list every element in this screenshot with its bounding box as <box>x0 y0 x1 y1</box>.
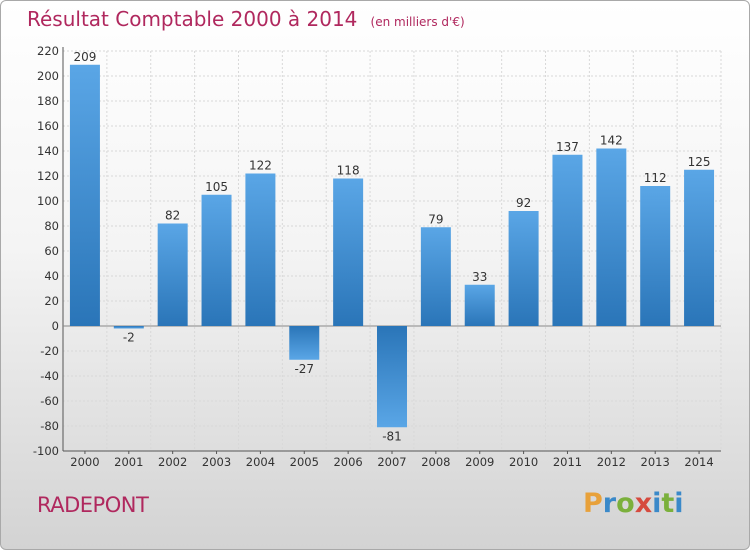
value-label: -81 <box>382 429 402 443</box>
bar <box>69 64 100 326</box>
x-tick-label: 2006 <box>333 455 362 469</box>
x-tick-label: 2013 <box>641 455 670 469</box>
y-tick-label: 60 <box>44 244 59 258</box>
y-tick-label: -20 <box>40 344 59 358</box>
x-tick-label: 2007 <box>377 455 406 469</box>
logo-letter: i <box>674 488 684 519</box>
y-tick-label: 0 <box>52 319 59 333</box>
value-label: 118 <box>337 164 360 178</box>
value-label: 33 <box>472 270 487 284</box>
x-tick-label: 2010 <box>509 455 538 469</box>
commune-name: RADEPONT <box>37 493 149 517</box>
value-label: 125 <box>688 155 711 169</box>
bar <box>377 326 407 428</box>
x-tick-label: 2004 <box>246 455 275 469</box>
axis-layer: -100 -80 -60 -40 -20 0 20 40 60 80 100 120 140 160 180… <box>33 44 721 469</box>
bar <box>684 169 715 326</box>
x-tick-label: 2009 <box>465 455 494 469</box>
value-label: 79 <box>428 212 443 226</box>
value-label: 137 <box>556 140 579 154</box>
x-tick-label: 2011 <box>553 455 582 469</box>
y-tick-label: 80 <box>44 219 59 233</box>
value-label: 105 <box>205 180 228 194</box>
bar <box>508 211 539 326</box>
y-tick-label: 200 <box>37 69 59 83</box>
proxiti-logo: Proxiti <box>583 488 684 519</box>
logo-letter: x <box>634 488 653 519</box>
chart-title: Résultat Comptable 2000 à 2014 <box>27 7 358 31</box>
y-tick-label: 220 <box>37 44 59 58</box>
x-tick-label: 2008 <box>421 455 450 469</box>
value-label: 209 <box>73 50 96 64</box>
value-label: 92 <box>516 196 531 210</box>
value-label: 82 <box>165 209 180 223</box>
bar <box>420 227 451 326</box>
y-tick-label: 40 <box>44 269 59 283</box>
x-tick-label: 2000 <box>70 455 99 469</box>
y-tick-label: 120 <box>37 169 59 183</box>
x-tick-label: 2003 <box>202 455 231 469</box>
bar <box>113 326 144 329</box>
bar <box>596 148 627 326</box>
logo-letter: o <box>616 488 635 519</box>
unit-note: (en milliers d'€) <box>370 15 465 29</box>
x-tick-label: 2002 <box>158 455 187 469</box>
y-tick-label: 140 <box>37 144 59 158</box>
value-label: 122 <box>249 159 272 173</box>
bar <box>157 223 188 326</box>
y-tick-label: 180 <box>37 94 59 108</box>
bar <box>201 194 232 326</box>
y-tick-label: -60 <box>40 394 59 408</box>
value-label: -27 <box>294 362 314 376</box>
title-row: Résultat Comptable 2000 à 2014 (en milli… <box>27 7 465 31</box>
logo-letter: P <box>583 488 603 519</box>
y-tick-label: 20 <box>44 294 59 308</box>
y-tick-label: 100 <box>37 194 59 208</box>
bar <box>333 178 364 326</box>
y-tick-label: -40 <box>40 369 59 383</box>
x-tick-label: 2001 <box>114 455 143 469</box>
value-label: 142 <box>600 134 623 148</box>
value-label: -2 <box>123 331 135 345</box>
value-label: 112 <box>644 171 667 185</box>
logo-letter: t <box>661 488 675 519</box>
x-tick-label: 2014 <box>684 455 713 469</box>
bar <box>289 326 320 360</box>
bar <box>245 173 276 326</box>
bar <box>464 284 495 326</box>
logo-letter: i <box>652 488 662 519</box>
y-tick-label: -100 <box>33 444 59 458</box>
x-tick-label: 2005 <box>290 455 319 469</box>
bar <box>640 186 671 326</box>
bar <box>552 154 583 326</box>
value-label-layer: 209 -2 82 105 122 -27 118 -81 79 33 92 137 142 112 125 <box>73 50 710 444</box>
bar-layer <box>69 64 715 428</box>
y-tick-label: -80 <box>40 419 59 433</box>
y-tick-label: 160 <box>37 119 59 133</box>
logo-letter: r <box>602 488 617 519</box>
x-tick-label: 2012 <box>597 455 626 469</box>
